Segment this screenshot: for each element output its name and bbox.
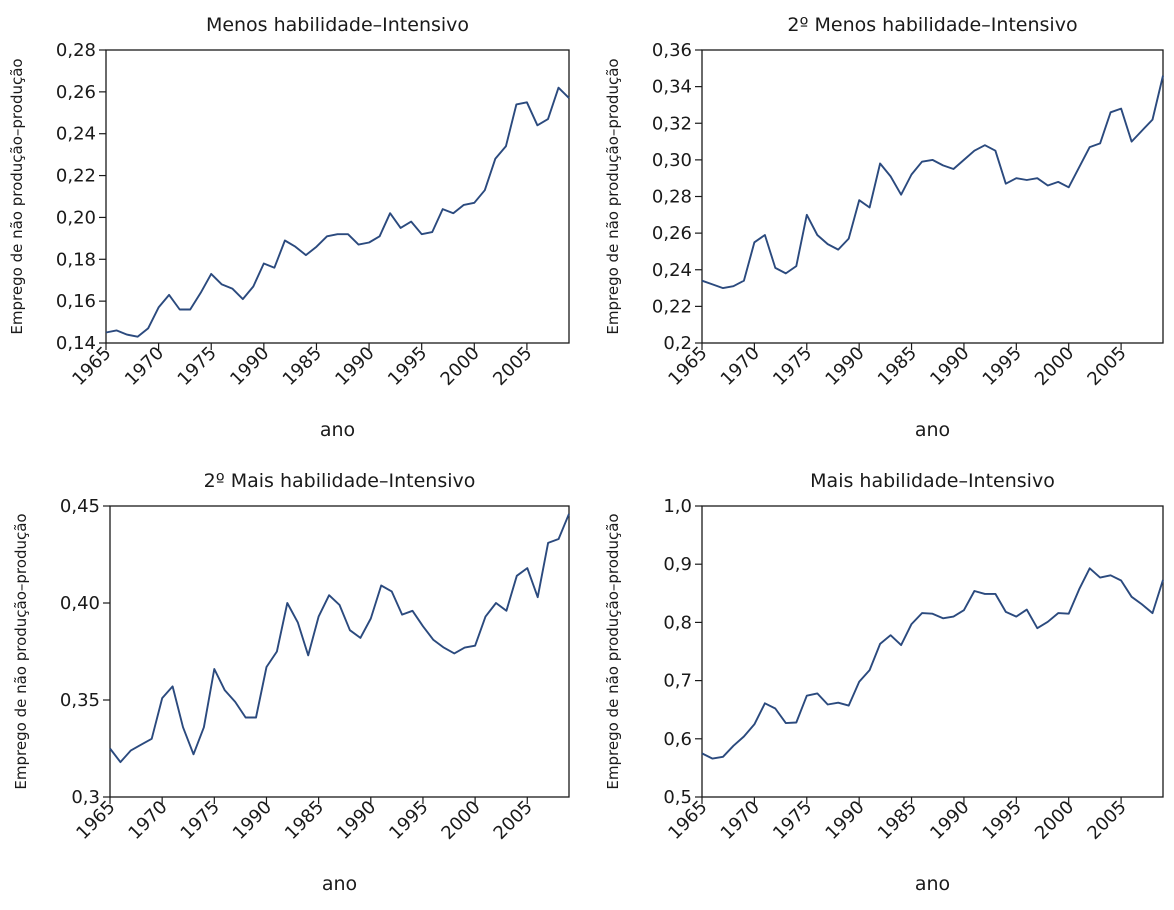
plot-frame <box>701 49 1164 344</box>
y-tick-label: 0,26 <box>652 223 692 244</box>
y-tick-label: 0,35 <box>60 690 100 711</box>
series-line <box>109 513 570 764</box>
y-tick-label: 0,45 <box>60 496 100 517</box>
plot-frame <box>105 49 570 344</box>
x-tick-label: 1995 <box>979 343 1026 390</box>
y-axis-label: Emprego de não produção–produção <box>8 58 26 334</box>
x-tick-label: 1995 <box>979 797 1026 844</box>
y-tick-label: 0,24 <box>652 260 692 281</box>
y-tick-label: 0,20 <box>56 207 96 228</box>
y-tick-label: 0,36 <box>652 40 692 61</box>
x-tick-label: 1995 <box>385 797 432 844</box>
x-tick-label: 2000 <box>437 797 484 844</box>
x-tick-label: 1975 <box>769 343 816 390</box>
y-tick-label: 0,30 <box>652 150 692 171</box>
y-tick-label: 0,22 <box>652 296 692 317</box>
x-tick-label: 1970 <box>717 797 764 844</box>
y-tick-label: 0,28 <box>652 187 692 208</box>
y-axis-label: Emprego de não produção–produção <box>604 513 622 789</box>
x-tick-label: 1990 <box>226 343 273 390</box>
x-tick-label: 1975 <box>769 797 816 844</box>
x-tick-label: 2005 <box>489 343 536 390</box>
chart-title: Mais habilidade–Intensivo <box>810 470 1055 492</box>
y-tick-label: 0,22 <box>56 166 96 187</box>
chart-title: Menos habilidade–Intensivo <box>206 14 469 36</box>
plot-frame <box>109 505 570 798</box>
y-tick-label: 0,16 <box>56 291 96 312</box>
x-tick-label: 1985 <box>874 797 921 844</box>
x-tick-label: 1970 <box>124 797 171 844</box>
x-tick-label: 1975 <box>174 343 221 390</box>
y-tick-label: 0,18 <box>56 249 96 270</box>
chart-panel-2: 2º Menos habilidade–Intensivo 0,2 0,22 0,24… <box>604 14 1164 441</box>
series-line <box>701 567 1164 760</box>
y-tick-label: 0,6 <box>663 729 692 750</box>
x-tick-label: 1985 <box>281 797 328 844</box>
x-tick-label: 1990 <box>229 797 276 844</box>
x-tick-label: 2005 <box>1083 797 1130 844</box>
y-tick-label: 1,0 <box>663 496 692 517</box>
y-tick-label: 0,5 <box>663 787 692 808</box>
x-tick-label: 2000 <box>437 343 484 390</box>
x-tick-label: 2005 <box>1083 343 1130 390</box>
y-tick-label: 0,40 <box>60 593 100 614</box>
x-tick-label: 1970 <box>717 343 764 390</box>
x-axis-label: ano <box>915 419 950 441</box>
y-tick-label: 0,7 <box>663 671 692 692</box>
y-tick-label: 0,34 <box>652 77 692 98</box>
y-axis-label: Emprego de não produção–produção <box>604 58 622 334</box>
y-tick-label: 0,28 <box>56 40 96 61</box>
x-tick-label: 1990 <box>333 797 380 844</box>
x-tick-label: 1970 <box>121 343 168 390</box>
x-tick-label: 2000 <box>1031 343 1078 390</box>
y-tick-label: 0,32 <box>652 113 692 134</box>
chart-panel-4: Mais habilidade–Intensivo 0,5 0,6 0,7 0,8 0,9… <box>604 470 1164 895</box>
x-tick-label: 1985 <box>874 343 921 390</box>
y-tick-label: 0,8 <box>663 612 692 633</box>
x-tick-label: 1990 <box>926 797 973 844</box>
series-line <box>105 86 570 338</box>
x-axis-label: ano <box>322 873 357 895</box>
chart-panel-3: 2º Mais habilidade–Intensivo 0,3 0,35 0,40 0… <box>12 470 570 895</box>
y-tick-label: 0,24 <box>56 124 96 145</box>
y-tick-label: 0,2 <box>663 333 692 354</box>
chart-title: 2º Menos habilidade–Intensivo <box>787 14 1077 36</box>
x-tick-label: 1985 <box>279 343 326 390</box>
y-tick-label: 0,14 <box>56 333 96 354</box>
x-tick-label: 1990 <box>821 343 868 390</box>
y-axis-label: Emprego de não produção–produção <box>12 513 30 789</box>
x-tick-label: 1990 <box>331 343 378 390</box>
x-tick-label: 1975 <box>177 797 224 844</box>
x-tick-label: 1990 <box>926 343 973 390</box>
x-tick-label: 2005 <box>490 797 537 844</box>
plot-frame <box>701 505 1164 798</box>
x-tick-label: 2000 <box>1031 797 1078 844</box>
x-axis-label: ano <box>320 419 355 441</box>
x-axis-label: ano <box>915 873 950 895</box>
y-tick-label: 0,9 <box>663 554 692 575</box>
series-line <box>701 75 1164 290</box>
x-tick-label: 1990 <box>821 797 868 844</box>
chart-panel-1: Menos habilidade–Intensivo 0,14 0,16 0,18 0,… <box>8 14 570 441</box>
chart-title: 2º Mais habilidade–Intensivo <box>204 470 476 492</box>
x-tick-label: 1995 <box>384 343 431 390</box>
y-tick-label: 0,3 <box>71 787 100 808</box>
y-tick-label: 0,26 <box>56 82 96 103</box>
